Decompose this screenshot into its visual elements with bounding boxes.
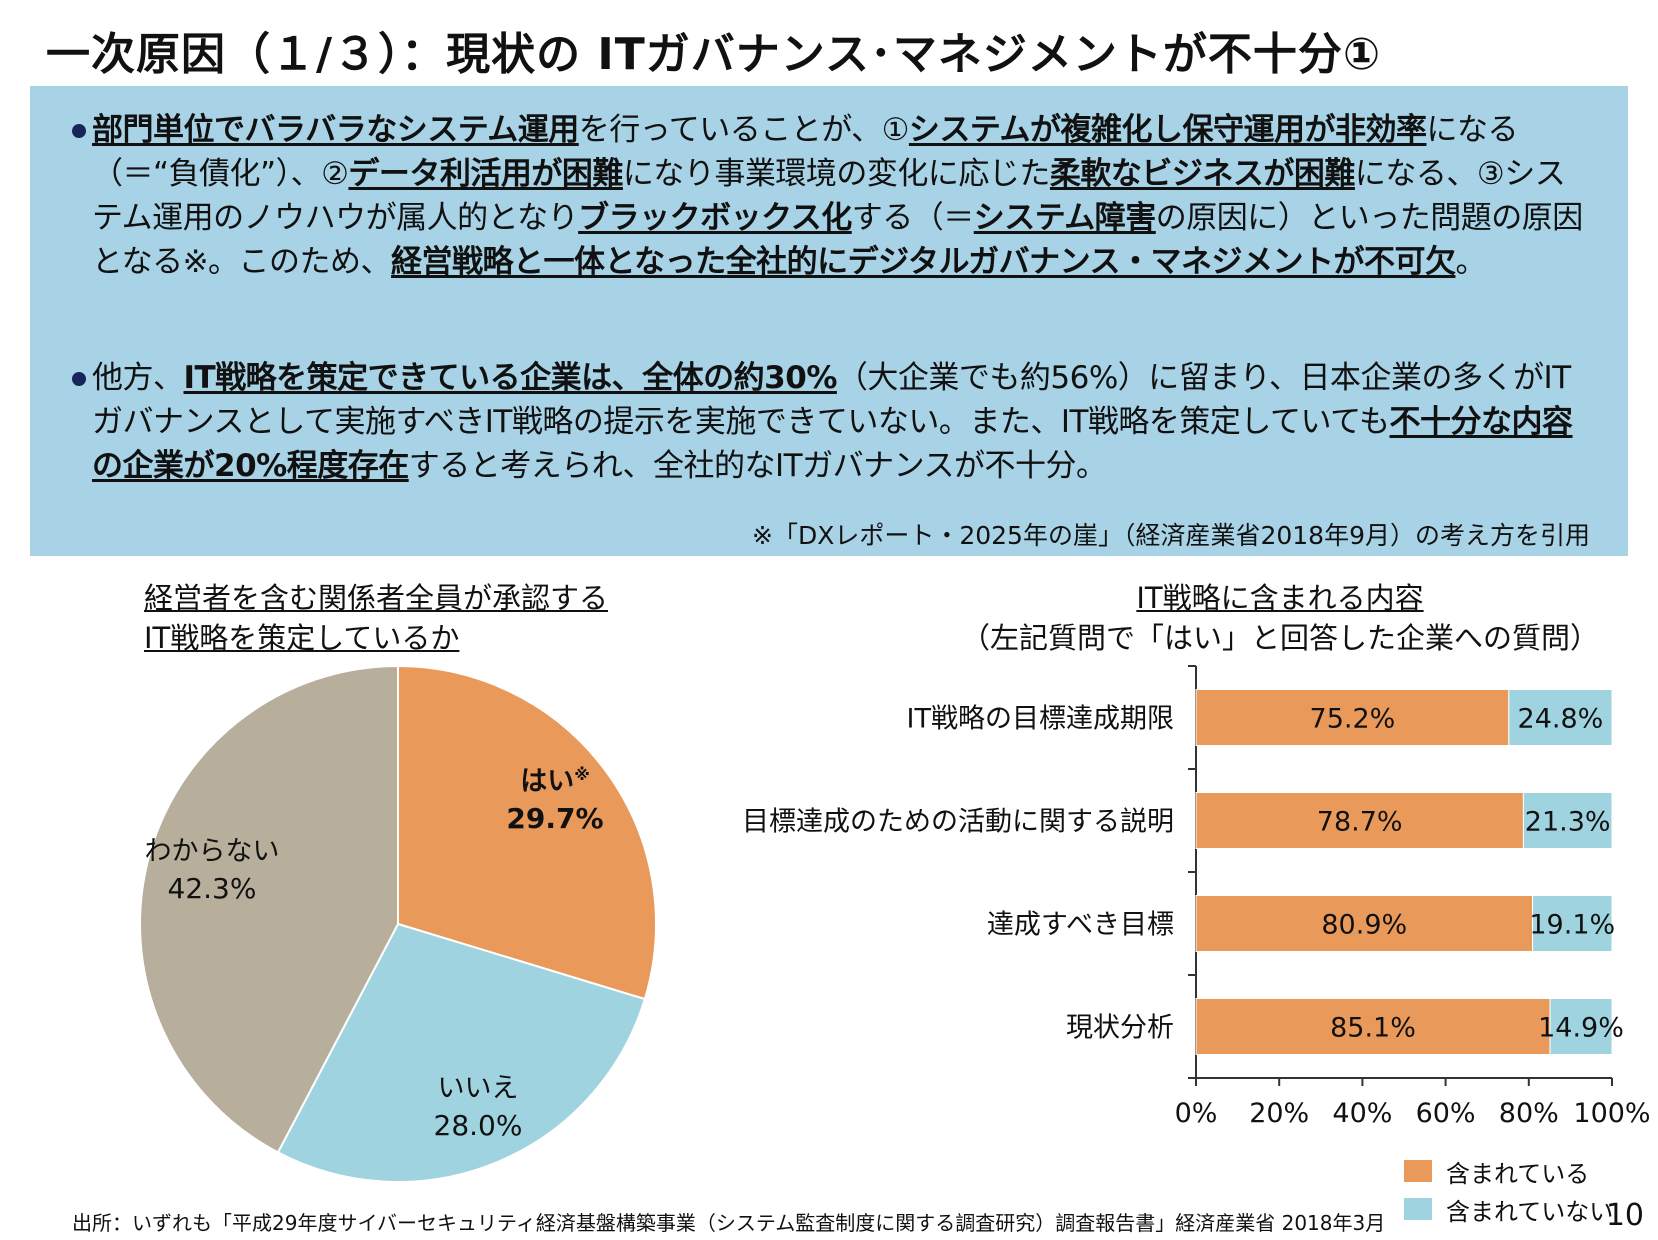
pie-slice-value: 28.0%: [434, 1109, 523, 1142]
x-tick-label: 0%: [1175, 1098, 1218, 1129]
bullet-paragraph-2: 他方、IT戦略を策定できている企業は、全体の約30%（大企業でも約56%）に留ま…: [72, 356, 1592, 488]
emphasis-text: ブラックボックス化: [578, 200, 852, 236]
bullet-text-1: 部門単位でバラバラなシステム運用を行っていることが、①システムが複雑化し保守運用…: [92, 112, 1583, 280]
pie-chart-title: 経営者を含む関係者全員が承認する IT戦略を策定しているか: [144, 578, 608, 658]
bar-segment-not-included: [1522, 792, 1613, 849]
body-text: になる（＝“負債化”）、②: [92, 112, 1518, 192]
pie-slice-note: ※: [574, 765, 590, 784]
category-label: 現状分析: [1066, 1013, 1174, 1044]
x-tick-label: 80%: [1499, 1098, 1559, 1129]
bar-value-label: 21.3%: [1525, 807, 1611, 838]
bar-value-label: 19.1%: [1529, 910, 1615, 941]
pie-slice-0: [397, 664, 657, 1001]
body-text: すると考えられ、全社的なITガバナンスが不十分。: [408, 448, 1107, 484]
bar-segment-not-included: [1532, 895, 1613, 952]
emphasis-text: IT戦略を策定できている企業は、全体の約30%: [183, 360, 838, 396]
emphasis-text: データ利活用が困難: [348, 156, 623, 192]
body-text: になり事業環境の変化に応じた: [622, 156, 1051, 192]
stacked-bar-chart: 0% 20% 40% 60% 80% 100% IT戦略の目標達成期限 75.2% 24.8% 目…: [742, 665, 1651, 1129]
bar-value-label: 80.9%: [1321, 910, 1407, 941]
pie-slice-label: いいえ: [438, 1073, 519, 1104]
bullet-paragraph-1: 部門単位でバラバラなシステム運用を行っていることが、①システムが複雑化し保守運用…: [72, 108, 1592, 284]
page-number: 10: [1605, 1198, 1644, 1233]
pie-slice-name: はい: [520, 766, 574, 797]
bar-value-label: 85.1%: [1330, 1013, 1416, 1044]
x-tick-label: 60%: [1416, 1098, 1476, 1129]
emphasis-text: 柔軟なビジネスが困難: [1049, 156, 1356, 192]
bullet-dot: [72, 372, 86, 386]
category-label: IT戦略の目標達成期限: [907, 704, 1174, 735]
pie-title-line-1: 経営者を含む関係者全員が承認する: [144, 581, 609, 615]
pie-slice-1: [276, 922, 647, 1183]
pie-slice-label: わからない: [145, 836, 280, 867]
bar-legend: 含まれている 含まれていない: [1404, 1152, 1613, 1228]
pie-slice-label: はい※: [520, 765, 590, 797]
bar-segment-included: [1195, 895, 1534, 952]
pie-slice-value: 29.7%: [506, 802, 603, 835]
category-label: 目標達成のための活動に関する説明: [742, 807, 1174, 838]
source-footnote: 出所：いずれも「平成29年度サイバーセキュリティ経済基盤構築事業（システム監査制…: [72, 1211, 1386, 1235]
legend-item-included: 含まれている: [1404, 1152, 1613, 1190]
body-text: になる、③システム運用のノウハウが属人的となり: [92, 156, 1566, 236]
legend-swatch-included: [1404, 1160, 1432, 1182]
emphasis-text: 経営戦略と一体となった全社的にデジタルガバナンス・マネジメントが不可欠: [391, 244, 1456, 280]
body-text: 他方、: [92, 360, 184, 396]
legend-swatch-not-included: [1404, 1198, 1432, 1220]
pie-title-line-2: IT戦略を策定しているか: [144, 621, 460, 655]
bar-segment-not-included: [1549, 998, 1613, 1055]
pie-slice-value: 42.3%: [168, 872, 257, 905]
legend-label-not-included: 含まれていない: [1446, 1197, 1614, 1226]
pie-slice-2: [139, 664, 399, 1154]
emphasis-text: システムが複雑化し保守運用が非効率: [908, 112, 1427, 148]
summary-panel: [30, 86, 1628, 556]
bullet-dot: [72, 124, 86, 138]
pie-chart: はい※ 29.7% いいえ 28.0% わからない 42.3%: [139, 664, 657, 1183]
legend-label-included: 含まれている: [1446, 1159, 1590, 1188]
emphasis-text: 不十分な内容の企業が20%程度存在: [92, 404, 1573, 484]
page-title: 一次原因（１/３）：現状の ITガバナンス･マネジメントが不十分①: [46, 29, 1382, 80]
bar-segment-not-included: [1508, 689, 1613, 746]
body-text: （大企業でも約56%）に留まり、日本企業の多くがITガバナンスとして実施すべきI…: [92, 360, 1571, 440]
bar-subtitle: （左記質問で「はい」と回答した企業への質問）: [960, 621, 1599, 655]
body-text: を行っていることが、①: [578, 112, 910, 148]
body-text: 。: [1455, 244, 1486, 280]
bar-value-label: 78.7%: [1317, 807, 1403, 838]
legend-item-not-included: 含まれていない: [1404, 1190, 1613, 1228]
body-text: する（＝: [851, 200, 975, 236]
bar-value-label: 24.8%: [1518, 704, 1604, 735]
x-tick-label: 20%: [1249, 1098, 1309, 1129]
x-tick-label: 40%: [1332, 1098, 1392, 1129]
bar-segment-included: [1195, 998, 1551, 1055]
emphasis-text: 部門単位でバラバラなシステム運用: [92, 112, 579, 148]
body-text: の原因に）といった問題の原因となる※。このため、: [92, 200, 1583, 280]
bar-value-label: 75.2%: [1310, 704, 1396, 735]
bar-title: IT戦略に含まれる内容: [1136, 581, 1424, 615]
bar-value-label: 14.9%: [1538, 1013, 1624, 1044]
bar-chart-title: IT戦略に含まれる内容 （左記質問で「はい」と回答した企業への質問）: [940, 578, 1620, 658]
pie-slice-name: いいえ: [438, 1073, 519, 1104]
x-tick-label: 100%: [1573, 1098, 1650, 1129]
category-label: 達成すべき目標: [987, 910, 1174, 941]
emphasis-text: システム障害: [973, 200, 1157, 236]
citation-note: ※「DXレポート・2025年の崖」（経済産業省2018年9月）の考え方を引用: [752, 521, 1590, 550]
pie-slice-name: わからない: [145, 836, 280, 867]
bullet-text-2: 他方、IT戦略を策定できている企業は、全体の約30%（大企業でも約56%）に留ま…: [92, 360, 1573, 484]
bar-segment-included: [1195, 689, 1510, 746]
